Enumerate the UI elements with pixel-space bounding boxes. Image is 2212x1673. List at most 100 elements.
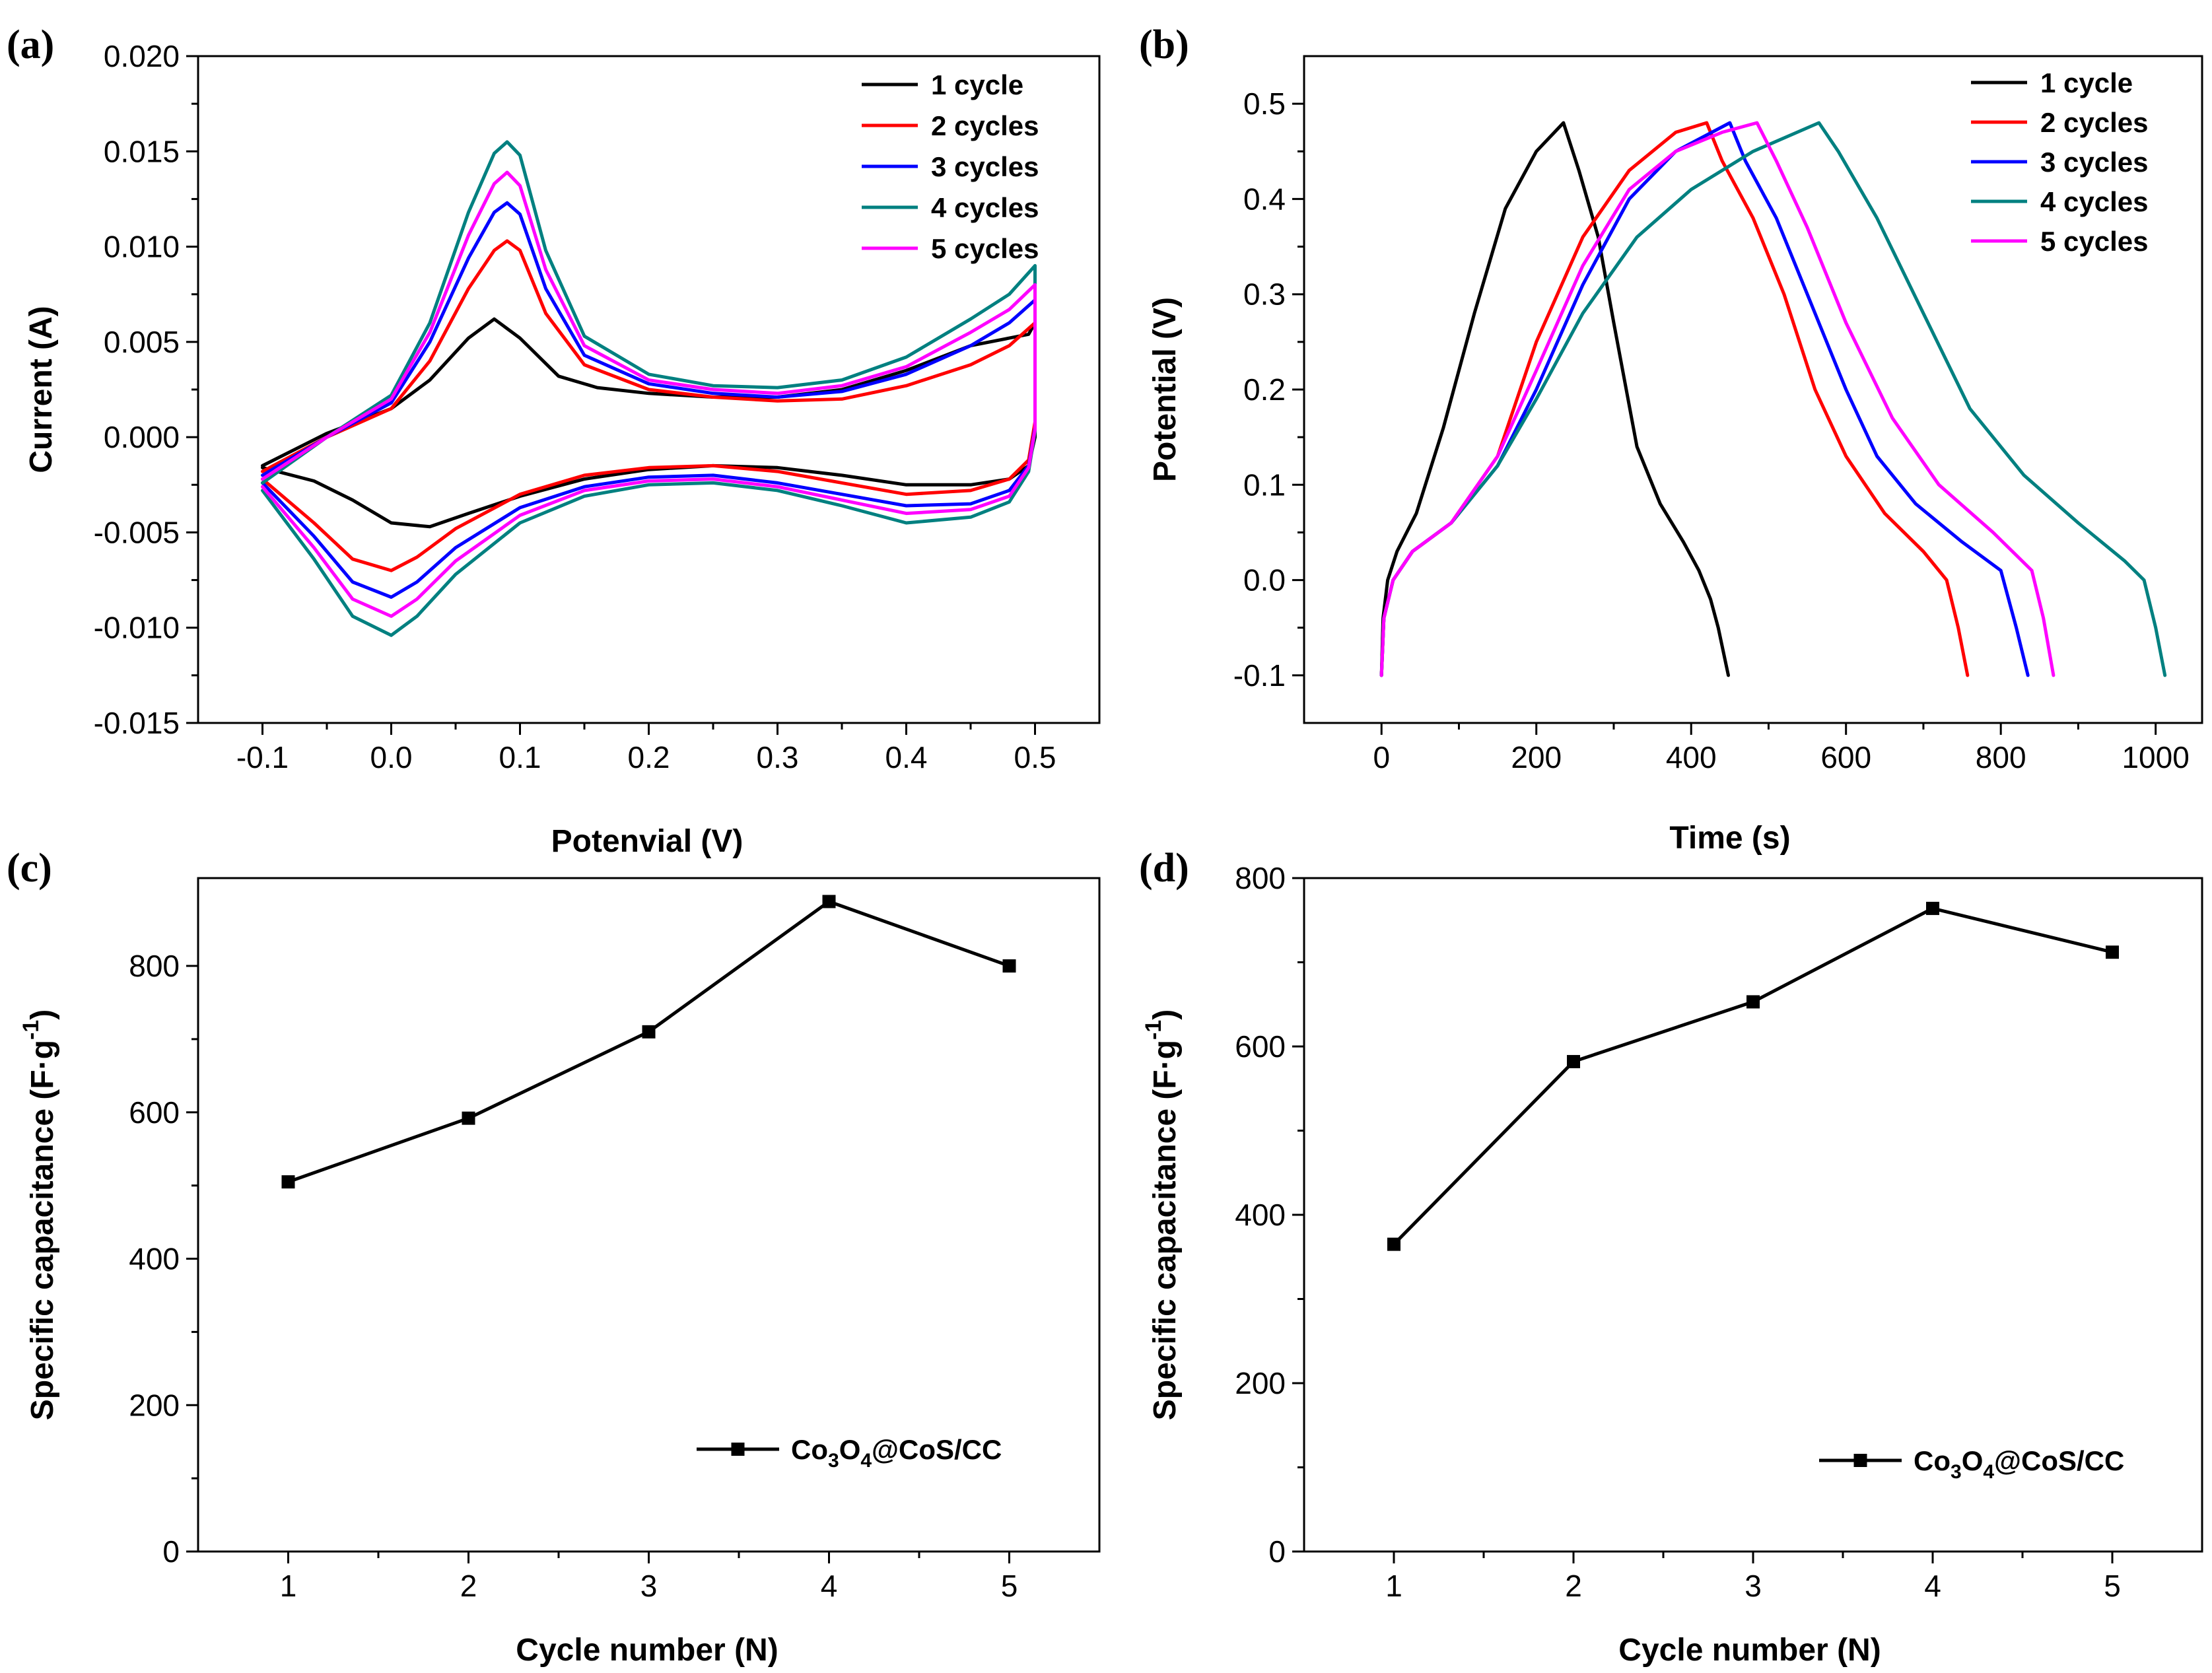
y-tick-label: -0.015 <box>94 706 180 740</box>
x-tick-label: 0.5 <box>1014 740 1056 774</box>
y-tick-label: 0.5 <box>1243 86 1286 121</box>
y-tick-label: 200 <box>1235 1366 1286 1400</box>
legend-label: Co3O4@CoS/CC <box>791 1434 1002 1472</box>
x-tick-label: 1 <box>1385 1569 1402 1603</box>
panel-label: (d) <box>1139 846 1189 891</box>
legend-label: 3 cycles <box>931 151 1039 182</box>
x-tick-label: 4 <box>1924 1569 1941 1603</box>
x-axis-label: Potenvial (V) <box>551 824 743 859</box>
x-tick-label: 0.0 <box>370 740 413 774</box>
legend-marker <box>731 1443 745 1456</box>
chart-panel-a: -0.1 0.0 0.1 0.2 0.3 0.4 0.5 -0.015 -0.010 -0.005… <box>7 22 1101 859</box>
x-tick-label: 5 <box>2104 1569 2121 1603</box>
x-tick-label: 600 <box>1820 740 1871 774</box>
x-tick-label: 200 <box>1511 740 1562 774</box>
y-axis-label: Potential (V) <box>1148 297 1183 482</box>
y-tick-label: 0.000 <box>104 420 180 454</box>
y-tick-label: 600 <box>1235 1029 1286 1064</box>
x-tick-label: 0.4 <box>885 740 928 774</box>
y-axis-label: Current (A) <box>24 306 59 473</box>
legend-label: Co3O4@CoS/CC <box>1914 1445 2124 1483</box>
series-line-3 <box>261 201 1037 599</box>
x-tick-label: 1 <box>280 1569 297 1603</box>
data-point <box>1002 959 1016 973</box>
data-point <box>642 1025 656 1039</box>
y-tick-label: 0.1 <box>1243 467 1286 502</box>
x-tick-label: -0.1 <box>236 740 289 774</box>
x-tick-label: 4 <box>821 1569 838 1603</box>
panel-label: (b) <box>1139 22 1189 67</box>
y-axis-label-tail: ) <box>1148 1009 1183 1020</box>
y-tick-label: 0.010 <box>104 230 180 264</box>
legend-text: O <box>1962 1445 1984 1476</box>
y-tick-label: 800 <box>1235 861 1286 895</box>
x-tick-label: 2 <box>1565 1569 1582 1603</box>
y-axis-label: Specific capacitance (F·g-1) <box>18 1009 60 1420</box>
y-tick-label: 0 <box>1268 1534 1286 1569</box>
legend-text: Co <box>1914 1445 1951 1476</box>
y-axis-label-superscript: -1 <box>18 1020 44 1040</box>
y-tick-label: 0.0 <box>1243 563 1286 598</box>
legend-label: 3 cycles <box>2040 147 2149 178</box>
y-tick-label: 0.020 <box>104 39 180 73</box>
series-line-1 <box>287 900 1011 1184</box>
y-tick-label: 0.2 <box>1243 372 1286 407</box>
legend-text: O <box>839 1434 861 1465</box>
series-line-1 <box>1392 906 2114 1246</box>
legend-marker <box>1853 1454 1867 1467</box>
panel-label: (c) <box>7 846 52 891</box>
data-point <box>1387 1237 1400 1251</box>
chart-panel-b: 0 200 400 600 800 1000 -0.1 0.0 0.1 0.2 0.3 0.4 0.5 (… <box>1139 22 2203 856</box>
x-tick-label: 3 <box>640 1569 658 1603</box>
y-tick-label: 0.3 <box>1243 277 1286 312</box>
panel-label: (a) <box>7 22 54 67</box>
series-line-5 <box>261 170 1037 618</box>
y-tick-label: 0 <box>162 1534 180 1569</box>
y-tick-label: 0.005 <box>104 325 180 359</box>
y-axis-label: Specific capacitance (F·g-1) <box>1141 1009 1183 1420</box>
x-tick-label: 800 <box>1976 740 2026 774</box>
data-point <box>1567 1054 1580 1068</box>
legend-text: Co <box>791 1434 828 1465</box>
x-tick-label: 5 <box>1001 1569 1018 1603</box>
y-axis-label-text: Specific capacitance (F·g <box>1148 1040 1183 1420</box>
data-point <box>462 1111 475 1125</box>
data-point <box>1746 995 1760 1009</box>
y-tick-label: 800 <box>129 949 180 983</box>
legend-subscript: 3 <box>828 1450 839 1472</box>
y-axis-label-text: Current (A) <box>24 306 59 473</box>
x-tick-label: 400 <box>1666 740 1717 774</box>
y-tick-label: -0.005 <box>94 515 180 549</box>
series-line-1 <box>1379 121 1730 677</box>
legend-label: 2 cycles <box>931 110 1039 141</box>
y-tick-label: -0.1 <box>1233 658 1286 693</box>
series-line-3 <box>1379 121 2030 677</box>
legend-subscript: 3 <box>1951 1461 1962 1483</box>
data-point <box>2106 945 2119 959</box>
y-tick-label: 200 <box>129 1388 180 1422</box>
legend-text: @CoS/CC <box>872 1434 1002 1465</box>
y-tick-label: 0.015 <box>104 134 180 168</box>
x-axis-label: Cycle number (N) <box>516 1633 778 1668</box>
series-line-4 <box>261 140 1037 637</box>
x-tick-label: 0.1 <box>499 740 541 774</box>
data-point <box>281 1175 295 1189</box>
legend-label: 1 cycle <box>2040 67 2133 98</box>
x-tick-label: 3 <box>1745 1569 1762 1603</box>
legend-label: 5 cycles <box>931 233 1039 264</box>
y-axis-label-tail: ) <box>25 1009 60 1020</box>
x-tick-label: 0.3 <box>757 740 799 774</box>
y-tick-label: 400 <box>1235 1198 1286 1232</box>
legend-subscript: 4 <box>860 1450 872 1472</box>
x-tick-label: 1000 <box>2122 740 2189 774</box>
y-tick-label: 400 <box>129 1242 180 1276</box>
y-axis-label-superscript: -1 <box>1141 1020 1166 1040</box>
legend-label: 4 cycles <box>2040 186 2149 217</box>
data-point <box>1926 901 1939 915</box>
y-axis-label-text: Specific capacitance (F·g <box>25 1040 60 1420</box>
y-tick-label: 600 <box>129 1095 180 1130</box>
data-point <box>822 895 836 908</box>
